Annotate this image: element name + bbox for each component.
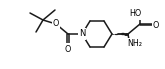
Text: N: N [79,30,85,39]
Text: O: O [153,20,159,30]
Text: HO: HO [129,10,141,18]
Text: NH₂: NH₂ [128,39,143,49]
Text: O: O [65,45,71,53]
Text: O: O [53,20,59,28]
